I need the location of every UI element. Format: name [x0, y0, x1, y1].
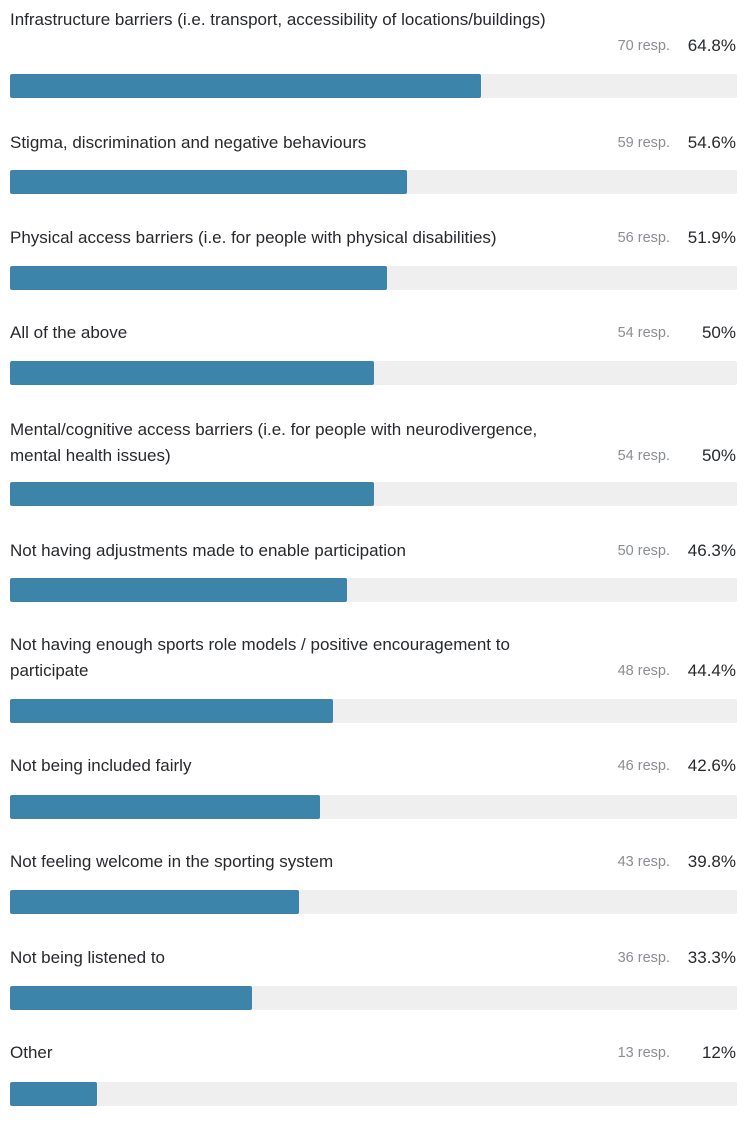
option-label: Not having adjustments made to enable pa…: [10, 541, 406, 560]
percent-label: 39.8%: [687, 852, 736, 871]
option-label: Physical access barriers (i.e. for peopl…: [10, 228, 497, 247]
percent-label: 42.6%: [687, 756, 736, 775]
response-count: 59 resp.: [617, 135, 670, 151]
bar-track: [10, 578, 737, 602]
option-label: Not being included fairly: [10, 756, 192, 775]
bar-fill: [10, 1082, 97, 1106]
bar-track: [10, 361, 737, 385]
response-count: 50 resp.: [617, 543, 670, 559]
bar-fill: [10, 74, 481, 98]
response-count: 48 resp.: [617, 663, 670, 679]
option-label: Not being listened to: [10, 948, 165, 967]
response-count: 70 resp.: [617, 38, 670, 54]
bar-fill: [10, 578, 347, 602]
option-label: Infrastructure barriers (i.e. transport,…: [10, 10, 546, 29]
percent-label: 50%: [701, 446, 736, 465]
bar-track: [10, 986, 737, 1010]
bar-track: [10, 795, 737, 819]
percent-label: 54.6%: [687, 133, 736, 152]
bar-fill: [10, 699, 333, 723]
response-count: 36 resp.: [617, 950, 670, 966]
option-label: Stigma, discrimination and negative beha…: [10, 133, 367, 152]
response-count: 54 resp.: [617, 325, 670, 341]
bar-track: [10, 170, 737, 194]
percent-label: 50%: [701, 323, 736, 342]
bar-fill: [10, 170, 407, 194]
bar-track: [10, 890, 737, 914]
bar-fill: [10, 795, 320, 819]
bar-fill: [10, 266, 387, 290]
response-count: 46 resp.: [617, 758, 670, 774]
bar-track: [10, 1082, 737, 1106]
bar-fill: [10, 482, 374, 506]
bar-fill: [10, 986, 252, 1010]
percent-label: 46.3%: [687, 541, 736, 560]
response-count: 56 resp.: [617, 230, 670, 246]
bar-track: [10, 699, 737, 723]
bar-fill: [10, 361, 374, 385]
percent-label: 44.4%: [687, 661, 736, 680]
response-count: 43 resp.: [617, 854, 670, 870]
percent-label: 33.3%: [687, 948, 736, 967]
percent-label: 12%: [701, 1043, 736, 1062]
option-label: Mental/cognitive access barriers (i.e. f…: [10, 420, 538, 465]
bar-track: [10, 266, 737, 290]
option-label: Other: [10, 1043, 53, 1062]
response-count: 54 resp.: [617, 448, 670, 464]
bar-track: [10, 74, 737, 98]
percent-label: 64.8%: [687, 36, 736, 55]
option-label: Not having enough sports role models / p…: [10, 635, 510, 680]
response-count: 13 resp.: [617, 1045, 670, 1061]
bar-fill: [10, 890, 299, 914]
bar-track: [10, 482, 737, 506]
option-label: All of the above: [10, 323, 128, 342]
option-label: Not feeling welcome in the sporting syst…: [10, 852, 334, 871]
percent-label: 51.9%: [687, 228, 736, 247]
